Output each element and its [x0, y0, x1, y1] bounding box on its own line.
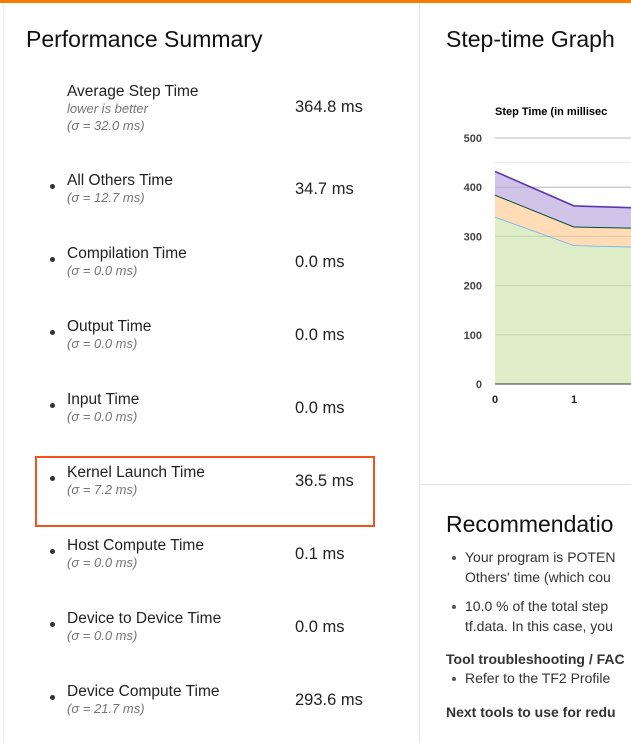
- row-label: Output Time: [67, 318, 152, 335]
- bullet: [50, 476, 55, 481]
- series-area-1: [495, 195, 631, 247]
- bullet: [452, 677, 456, 681]
- bullet: [50, 622, 55, 627]
- row-value: 0.0 ms: [295, 253, 345, 271]
- row-value: 34.7 ms: [295, 180, 354, 198]
- row-value: 0.0 ms: [295, 326, 345, 344]
- row-sigma: (σ = 0.0 ms): [67, 555, 138, 570]
- rec-bullet-2-line-1: 10.0 % of the total step: [465, 598, 609, 614]
- row-value: 293.6 ms: [295, 691, 363, 709]
- step-time-graph-title: Step-time Graph: [446, 26, 615, 52]
- row-label: Compilation Time: [67, 245, 187, 262]
- row-sigma: (σ = 0.0 ms): [67, 263, 138, 278]
- faq-link[interactable]: Refer to the TF2 Profile: [465, 670, 611, 686]
- bullet: [50, 257, 55, 262]
- bullet: [50, 695, 55, 700]
- section-divider: [421, 484, 631, 485]
- row-value: 0.0 ms: [295, 618, 345, 636]
- average-sigma: (σ = 32.0 ms): [67, 118, 145, 133]
- average-step-time-value: 364.8 ms: [295, 98, 363, 116]
- row-label: Device to Device Time: [67, 610, 222, 627]
- rec-bullet-2-line-2: tf.data. In this case, you: [465, 618, 613, 634]
- recommendation-title: Recommendatio: [446, 511, 614, 537]
- row-sigma: (σ = 0.0 ms): [67, 409, 138, 424]
- row-sigma: (σ = 21.7 ms): [67, 701, 145, 716]
- x-tick-label: 1: [571, 394, 577, 406]
- y-tick-label: 200: [464, 281, 482, 293]
- step-time-chart: Step Time (in millisec 0 100 200 300 400 500 0 1: [464, 106, 631, 406]
- row-label: All Others Time: [67, 172, 173, 189]
- bullet: [50, 184, 55, 189]
- bullet: [50, 330, 55, 335]
- bullet: [50, 403, 55, 408]
- y-tick-label: 400: [464, 182, 482, 194]
- series-area-0: [495, 216, 631, 384]
- y-tick-label: 300: [464, 231, 482, 243]
- row-value: 36.5 ms: [295, 472, 354, 490]
- row-sigma: (σ = 7.2 ms): [67, 482, 138, 497]
- x-tick-label: 0: [492, 394, 498, 406]
- rec-bullet-1-line-1: Your program is POTEN: [465, 549, 616, 565]
- bullet: [452, 556, 456, 560]
- y-tick-label: 0: [476, 379, 482, 391]
- performance-summary-title: Performance Summary: [26, 26, 263, 52]
- row-label: Host Compute Time: [67, 537, 204, 554]
- bullet: [452, 605, 456, 609]
- row-label: Kernel Launch Time: [67, 464, 205, 481]
- y-tick-label: 100: [464, 330, 482, 342]
- performance-summary-card: [3, 3, 420, 743]
- average-step-time-label: Average Step Time: [67, 83, 199, 100]
- chart-title: Step Time (in millisec: [495, 106, 607, 118]
- row-sigma: (σ = 0.0 ms): [67, 628, 138, 643]
- row-sigma: (σ = 12.7 ms): [67, 190, 145, 205]
- row-sigma: (σ = 0.0 ms): [67, 336, 138, 351]
- row-value: 0.1 ms: [295, 545, 345, 563]
- y-tick-label: 500: [464, 133, 482, 145]
- row-value: 0.0 ms: [295, 399, 345, 417]
- rec-bullet-1-line-2: Others' time (which cou: [465, 569, 611, 585]
- row-label: Device Compute Time: [67, 683, 220, 700]
- row-label: Input Time: [67, 391, 140, 408]
- next-tools-heading: Next tools to use for redu: [446, 704, 616, 720]
- faq-heading: Tool troubleshooting / FAC: [446, 651, 625, 667]
- highlight-box: [35, 456, 375, 527]
- lower-is-better-hint: lower is better: [67, 101, 148, 116]
- top-accent-bar: [0, 0, 631, 3]
- series-area-3: [495, 171, 631, 228]
- series-line-3: [494, 170, 631, 209]
- bullet: [50, 549, 55, 554]
